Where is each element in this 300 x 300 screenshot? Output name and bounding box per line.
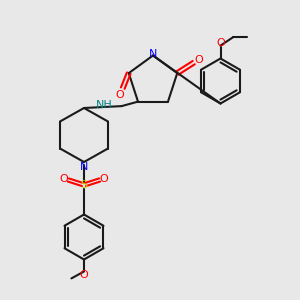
Text: O: O: [216, 38, 225, 48]
Text: N: N: [80, 161, 88, 172]
Text: NH: NH: [96, 100, 113, 110]
Text: O: O: [59, 173, 68, 184]
Text: O: O: [195, 55, 203, 64]
Text: O: O: [116, 90, 124, 100]
Text: O: O: [80, 270, 88, 280]
Text: S: S: [80, 179, 88, 190]
Text: N: N: [149, 49, 157, 59]
Text: O: O: [100, 173, 109, 184]
